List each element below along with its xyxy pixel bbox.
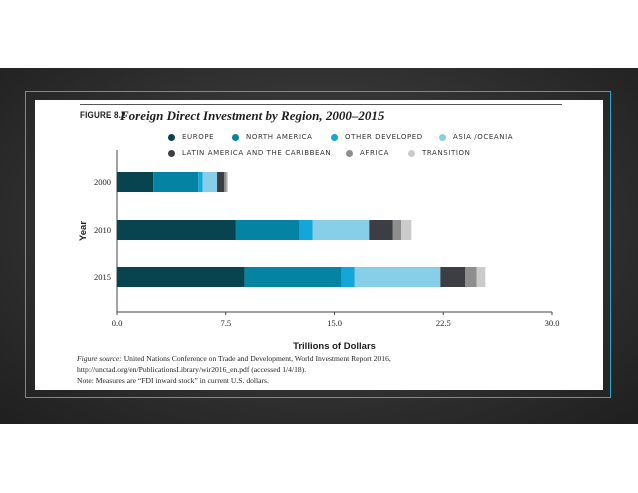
bar-2010-north-america bbox=[235, 220, 300, 240]
bar-2000-latin-america-and-the-caribbean bbox=[217, 172, 225, 192]
legend-item-transition: TRANSITION bbox=[408, 149, 470, 157]
bar-2010-africa bbox=[392, 220, 402, 240]
y-tick-label-2015: 2015 bbox=[94, 272, 111, 282]
legend-item-africa: AFRICA bbox=[346, 149, 389, 157]
legend-item-latin-america: LATIN AMERICA AND THE CARIBBEAN bbox=[168, 149, 331, 157]
bar-2010-europe bbox=[117, 220, 236, 240]
bar-2010-other-developed bbox=[299, 220, 313, 240]
y-tick-label-2000: 2000 bbox=[94, 177, 111, 187]
source-url: http://unctad.org/en/PublicationsLibrary… bbox=[77, 364, 307, 374]
legend-swatch-asia-oceania bbox=[439, 133, 446, 141]
legend-swatch-europe bbox=[168, 133, 175, 141]
bar-2015-africa bbox=[465, 267, 477, 287]
x-axis-title: Trillions of Dollars bbox=[293, 341, 376, 352]
bar-2010-asia-oceania bbox=[312, 220, 370, 240]
legend-swatch-north-america bbox=[232, 133, 239, 141]
bar-2000-europe bbox=[117, 172, 154, 192]
source-text: United Nations Conference on Trade and D… bbox=[123, 354, 391, 363]
legend-label-transition: TRANSITION bbox=[422, 149, 471, 157]
bar-2000-north-america bbox=[153, 172, 199, 192]
legend-label-other-developed: OTHER DEVELOPED bbox=[345, 133, 423, 141]
legend-label-north-america: NORTH AMERICA bbox=[246, 133, 313, 141]
y-tick-label-2010: 2010 bbox=[94, 225, 111, 235]
figure-label: FIGURE 8.2 bbox=[80, 110, 126, 121]
legend-label-asia-oceania: ASIA /OCEANIA bbox=[453, 133, 514, 141]
x-tick-label-0: 0.0 bbox=[112, 318, 123, 328]
x-tick-label-1: 7.5 bbox=[220, 318, 231, 328]
bar-2015-north-america bbox=[244, 267, 342, 287]
bar-2015-other-developed bbox=[341, 267, 355, 287]
legend-swatch-other-developed bbox=[331, 133, 338, 141]
legend-swatch-africa bbox=[346, 149, 353, 157]
bar-2000-other-developed bbox=[198, 172, 203, 192]
bar-2000-transition bbox=[226, 172, 228, 192]
legend-label-europe: EUROPE bbox=[182, 133, 215, 141]
legend-item-north-america: NORTH AMERICA bbox=[232, 133, 313, 141]
source-lead: Figure source: bbox=[77, 354, 122, 363]
figure-note: Note: Measures are “FDI inward stock” in… bbox=[77, 376, 269, 385]
legend-item-europe: EUROPE bbox=[168, 133, 214, 141]
figure-card bbox=[35, 100, 603, 390]
x-tick-label-2: 15.0 bbox=[327, 318, 342, 328]
x-tick-label-3: 22.5 bbox=[436, 318, 451, 328]
slide-frame bbox=[25, 91, 611, 398]
y-axis-title: Year bbox=[78, 221, 89, 241]
legend-item-asia-oceania: ASIA /OCEANIA bbox=[439, 133, 513, 141]
bar-2010-transition bbox=[401, 220, 412, 240]
legend-label-latin-america: LATIN AMERICA AND THE CARIBBEAN bbox=[182, 149, 332, 157]
legend-swatch-transition bbox=[408, 149, 415, 157]
legend-swatch-latin-america bbox=[168, 149, 175, 157]
bar-2010-latin-america-and-the-caribbean bbox=[369, 220, 393, 240]
bar-2015-transition bbox=[476, 267, 486, 287]
bar-2015-europe bbox=[117, 267, 245, 287]
bar-2000-africa bbox=[224, 172, 227, 192]
figure-title: Foreign Direct Investment by Region, 200… bbox=[120, 108, 385, 123]
bar-2000-asia-oceania bbox=[202, 172, 218, 192]
legend-item-other-developed: OTHER DEVELOPED bbox=[331, 133, 423, 141]
x-tick-label-4: 30.0 bbox=[545, 318, 560, 328]
bar-2015-latin-america-and-the-caribbean bbox=[440, 267, 465, 287]
bar-2015-asia-oceania bbox=[354, 267, 441, 287]
figure-top-rule bbox=[80, 104, 562, 105]
legend-label-africa: AFRICA bbox=[360, 149, 390, 157]
figure-source: Figure source: United Nations Conference… bbox=[77, 354, 577, 387]
